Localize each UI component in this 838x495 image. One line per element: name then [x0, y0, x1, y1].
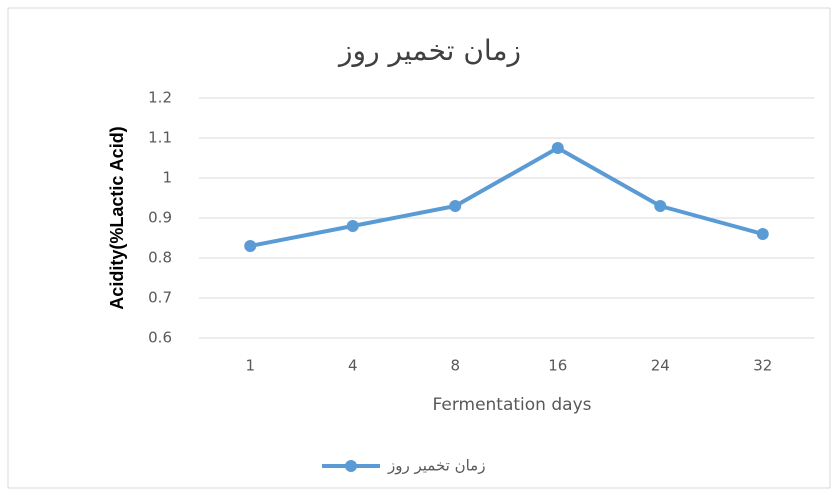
y-tick-label: 0.7 [148, 289, 172, 307]
marker [654, 200, 667, 212]
line [249, 146, 764, 248]
x-tick-label: 1 [245, 357, 255, 375]
y-tick-label: 1.2 [148, 89, 172, 107]
x-tick-label: 4 [348, 357, 358, 375]
marker [756, 228, 769, 240]
legend-marker [345, 460, 357, 472]
x-axis-label: Fermentation days [433, 395, 592, 415]
marker [551, 142, 564, 154]
marker [449, 200, 462, 212]
y-axis-label: Acidity(%Lactic Acid) [107, 126, 127, 309]
marker [244, 240, 257, 252]
legend-label: زمان تخمیر روز [387, 457, 485, 475]
x-tick-label: 16 [548, 357, 567, 375]
marker [346, 220, 359, 232]
x-tick-label: 24 [651, 357, 670, 375]
y-tick-label: 0.8 [148, 249, 172, 267]
y-tick-label: 0.6 [148, 329, 172, 347]
chart-frame [7, 7, 831, 489]
y-tick-label: 1.1 [148, 129, 172, 147]
chart-title: زمان تخمیر روز [337, 34, 521, 67]
x-tick-label: 8 [450, 357, 460, 375]
y-tick-label: 1 [162, 169, 172, 187]
y-tick-label: 0.9 [148, 209, 172, 227]
x-tick-label: 32 [753, 357, 772, 375]
